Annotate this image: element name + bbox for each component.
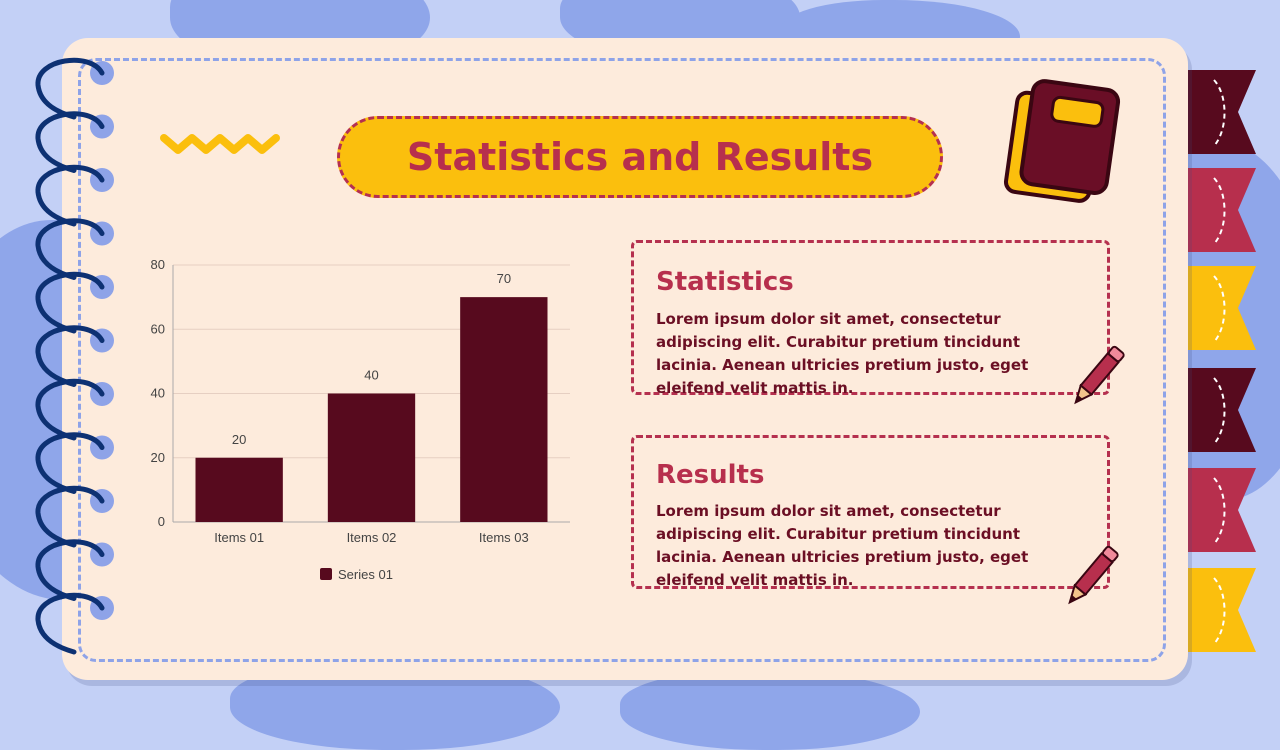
spiral-binding-icon bbox=[35, 57, 114, 655]
page-title: Statistics and Results bbox=[406, 135, 874, 179]
bar-chart: 0 20 40 60 80 20 Items 01 40 Items 02 70 Items 03 S… bbox=[151, 257, 570, 582]
legend-swatch bbox=[320, 568, 332, 580]
section-body: Lorem ipsum dolor sit amet, consectetur … bbox=[656, 310, 1029, 397]
bookmark-tab-icon bbox=[1188, 368, 1256, 452]
bar bbox=[327, 393, 416, 522]
y-tick-label: 80 bbox=[151, 257, 165, 272]
data-label: 40 bbox=[364, 368, 378, 383]
y-tick-label: 60 bbox=[151, 321, 165, 336]
bookmark-tab-icon bbox=[1188, 468, 1256, 552]
pencil-icon bbox=[1074, 345, 1125, 405]
section-heading: Statistics bbox=[656, 267, 794, 297]
x-tick-label: Items 02 bbox=[347, 530, 397, 545]
section-body: Lorem ipsum dolor sit amet, consectetur … bbox=[656, 502, 1029, 589]
dashed-page-border bbox=[78, 58, 1166, 662]
spiral-ring bbox=[35, 485, 105, 548]
book-icon bbox=[1003, 79, 1121, 203]
data-label: 20 bbox=[232, 432, 246, 447]
x-tick-label: Items 01 bbox=[214, 530, 264, 545]
spiral-ring bbox=[35, 57, 105, 120]
spiral-ring bbox=[35, 325, 105, 387]
spiral-ring bbox=[35, 218, 105, 280]
title-banner: Statistics and Results bbox=[337, 116, 943, 198]
data-label: 70 bbox=[497, 271, 511, 286]
pencil-icon bbox=[1068, 545, 1119, 605]
spiral-ring bbox=[35, 164, 105, 227]
bar bbox=[195, 457, 283, 522]
results-box: Results Lorem ipsum dolor sit amet, cons… bbox=[631, 435, 1110, 589]
y-tick-label: 40 bbox=[151, 386, 165, 401]
section-heading: Results bbox=[656, 460, 765, 490]
y-tick-label: 20 bbox=[151, 450, 165, 465]
x-tick-label: Items 03 bbox=[479, 530, 529, 545]
spiral-ring bbox=[35, 592, 105, 655]
bar bbox=[460, 297, 548, 522]
background-blob bbox=[620, 670, 920, 750]
y-tick-label: 0 bbox=[158, 514, 165, 529]
bookmark-tab-icon bbox=[1188, 70, 1256, 154]
bookmark-tab-icon bbox=[1188, 168, 1256, 252]
statistics-box: Statistics Lorem ipsum dolor sit amet, c… bbox=[631, 240, 1110, 397]
spiral-ring bbox=[35, 432, 105, 494]
bookmark-tab-icon bbox=[1188, 568, 1256, 652]
legend-label: Series 01 bbox=[338, 567, 393, 582]
bookmark-tab-icon bbox=[1188, 266, 1256, 350]
spiral-ring bbox=[35, 111, 105, 173]
zigzag-icon bbox=[160, 134, 280, 154]
spiral-ring bbox=[35, 378, 105, 441]
spiral-ring bbox=[35, 271, 105, 334]
spiral-ring bbox=[35, 539, 105, 601]
